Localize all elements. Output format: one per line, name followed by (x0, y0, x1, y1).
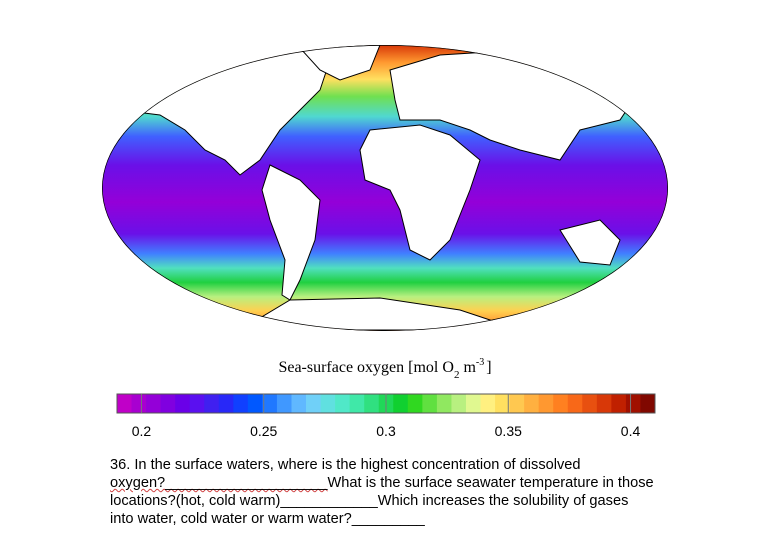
colorbar-cell (175, 394, 191, 413)
colorbar-cell (291, 394, 307, 413)
colorbar-cell (538, 394, 554, 413)
colorbar-cell (320, 394, 336, 413)
colorbar-cell (218, 394, 234, 413)
question-line: oxygen?____________________What is the s… (110, 475, 654, 491)
colorbar-cell (422, 394, 438, 413)
colorbar-cell (364, 394, 380, 413)
title-subscript: 2 (454, 369, 460, 381)
title-text: ] (486, 359, 491, 376)
colorbar: 0.2 0.25 0.3 0.35 0.4 (116, 393, 656, 439)
colorbar-cell (582, 394, 598, 413)
colorbar-cell (611, 394, 627, 413)
colorbar-cell (233, 394, 249, 413)
colorbar-cell (306, 394, 322, 413)
colorbar-cell (262, 394, 278, 413)
colorbar-cell (509, 394, 525, 413)
colorbar-cell (596, 394, 612, 413)
title-superscript: -3 (476, 357, 484, 368)
colorbar-cell (131, 394, 147, 413)
question-line: 36. In the surface waters, where is the … (110, 457, 581, 473)
colorbar-cell (189, 394, 205, 413)
figure: Sea-surface oxygen [mol O2 m-3] 0.2 0.25 0.… (102, 45, 668, 439)
title-text: m (463, 359, 476, 376)
colorbar-cell (349, 394, 365, 413)
colorbar-cell (276, 394, 292, 413)
colorbar-tick-label: 0.25 (250, 423, 277, 439)
colorbar-cell (567, 394, 583, 413)
colorbar-cell (625, 394, 641, 413)
colorbar-cell (335, 394, 351, 413)
colorbar-cell (407, 394, 423, 413)
colorbar-tick-label: 0.4 (621, 423, 641, 439)
colorbar-cell (436, 394, 452, 413)
colorbar-cell (146, 394, 162, 413)
colorbar-cell (247, 394, 263, 413)
colorbar-cell (553, 394, 569, 413)
question: 36. In the surface waters, where is the … (110, 456, 730, 528)
colorbar-cell (465, 394, 482, 413)
question-line: into water, cold water or warm water?___… (110, 511, 425, 527)
colorbar-cell (480, 394, 496, 413)
map (102, 45, 668, 331)
question-line: locations?(hot, cold warm)____________Wh… (110, 493, 629, 509)
colorbar-cell (204, 394, 220, 413)
colorbar-cell (160, 394, 176, 413)
colorbar-cell (393, 394, 409, 413)
colorbar-tick-label: 0.35 (495, 423, 522, 439)
colorbar-title: Sea-surface oxygen [mol O2 m-3] (278, 357, 491, 381)
colorbar-cell (640, 394, 656, 413)
colorbar-cell (495, 394, 511, 413)
colorbar-tick-label: 0.2 (132, 423, 152, 439)
colorbar-cell (117, 394, 133, 413)
colorbar-cell (451, 394, 467, 413)
title-text: Sea-surface oxygen [mol O (278, 359, 454, 376)
colorbar-cell (524, 394, 540, 413)
colorbar-tick-label: 0.3 (376, 423, 396, 439)
